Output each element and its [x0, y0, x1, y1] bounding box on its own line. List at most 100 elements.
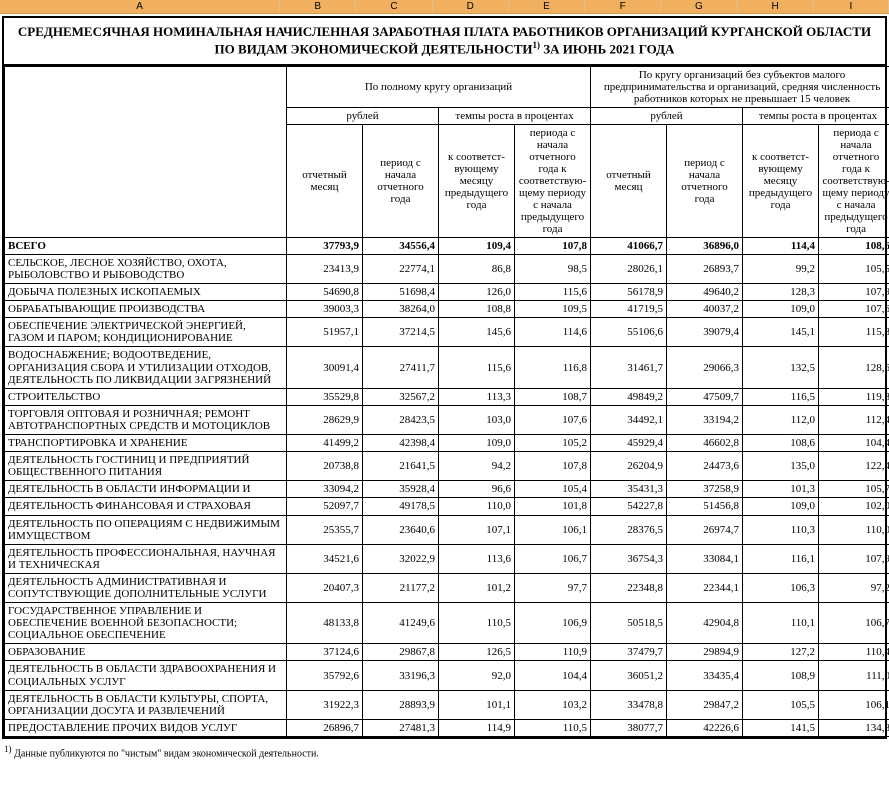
row-category: ДОБЫЧА ПОЛЕЗНЫХ ИСКОПАЕМЫХ — [5, 284, 287, 301]
cell-value: 34492,1 — [591, 405, 667, 434]
cell-value: 105,4 — [515, 481, 591, 498]
cell-value: 113,3 — [439, 388, 515, 405]
col-c4-a: периода с начала отчетного года к соотве… — [515, 124, 591, 237]
col-c3-b: к соответст­вующему месяцу предыдущего г… — [743, 124, 819, 237]
cell-value: 110,5 — [439, 603, 515, 644]
cell-value: 98,5 — [515, 254, 591, 283]
cell-value: 36051,2 — [591, 661, 667, 690]
cell-value: 23413,9 — [287, 254, 363, 283]
cell-value: 54690,8 — [287, 284, 363, 301]
cell-value: 107,6 — [515, 405, 591, 434]
cell-value: 51456,8 — [667, 498, 743, 515]
row-category: ГОСУДАРСТВЕННОЕ УПРАВЛЕНИЕ И ОБЕСПЕЧЕНИЕ… — [5, 603, 287, 644]
cell-value: 27481,3 — [363, 719, 439, 736]
cell-value: 116,1 — [743, 544, 819, 573]
cell-value: 104,4 — [819, 435, 889, 452]
cell-value: 39003,3 — [287, 301, 363, 318]
cell-value: 110,0 — [819, 515, 889, 544]
cell-value: 27411,7 — [363, 347, 439, 388]
cell-value: 49640,2 — [667, 284, 743, 301]
cell-value: 110,1 — [743, 603, 819, 644]
cell-value: 106,9 — [515, 603, 591, 644]
header-group-2: По кругу организаций без субъектов малог… — [591, 66, 889, 107]
cell-value: 34521,6 — [287, 544, 363, 573]
row-category: ВСЕГО — [5, 237, 287, 254]
cell-value: 101,1 — [439, 690, 515, 719]
row-category: СТРОИТЕЛЬСТВО — [5, 388, 287, 405]
cell-value: 41719,5 — [591, 301, 667, 318]
cell-value: 107,8 — [515, 237, 591, 254]
row-category: ДЕЯТЕЛЬНОСТЬ ФИНАНСОВАЯ И СТРАХОВАЯ — [5, 498, 287, 515]
cell-value: 33094,2 — [287, 481, 363, 498]
cell-value: 97,7 — [515, 573, 591, 602]
cell-value: 29867,8 — [363, 644, 439, 661]
cell-value: 145,6 — [439, 318, 515, 347]
cell-value: 119,8 — [819, 388, 889, 405]
sub-temp-1: темпы роста в процентах — [439, 107, 591, 124]
cell-value: 97,2 — [819, 573, 889, 602]
cell-value: 134,8 — [819, 719, 889, 736]
cell-value: 105,2 — [515, 435, 591, 452]
cell-value: 108,6 — [743, 435, 819, 452]
cell-value: 110,4 — [819, 644, 889, 661]
cell-value: 36896,0 — [667, 237, 743, 254]
cell-value: 38264,0 — [363, 301, 439, 318]
sub-rub-2: рублей — [591, 107, 743, 124]
footnote-text: Данные публикуются по "чистым" видам эко… — [14, 748, 319, 759]
cell-value: 109,5 — [515, 301, 591, 318]
cell-value: 108,8 — [439, 301, 515, 318]
row-category: ТРАНСПОРТИРОВКА И ХРАНЕНИЕ — [5, 435, 287, 452]
cell-value: 25355,7 — [287, 515, 363, 544]
cell-value: 104,4 — [515, 661, 591, 690]
cell-value: 49178,5 — [363, 498, 439, 515]
cell-value: 42904,8 — [667, 603, 743, 644]
col-letter: C — [356, 0, 432, 13]
cell-value: 92,0 — [439, 661, 515, 690]
cell-value: 106,1 — [819, 690, 889, 719]
table-row: ОБЕСПЕЧЕНИЕ ЭЛЕКТРИЧЕСКОЙ ЭНЕРГИЕЙ, ГАЗО… — [5, 318, 889, 347]
col-c1-a: отчетный месяц — [287, 124, 363, 237]
cell-value: 107,8 — [515, 452, 591, 481]
footnote: 1) Данные публикуются по "чистым" видам … — [0, 741, 889, 762]
cell-value: 50518,5 — [591, 603, 667, 644]
cell-value: 135,0 — [743, 452, 819, 481]
cell-value: 41499,2 — [287, 435, 363, 452]
cell-value: 34556,4 — [363, 237, 439, 254]
cell-value: 21641,5 — [363, 452, 439, 481]
cell-value: 49849,2 — [591, 388, 667, 405]
cell-value: 33196,3 — [363, 661, 439, 690]
table-row: ГОСУДАРСТВЕННОЕ УПРАВЛЕНИЕ И ОБЕСПЕЧЕНИЕ… — [5, 603, 889, 644]
col-c4-b: периода с начала отчетного года к соотве… — [819, 124, 889, 237]
row-category: ДЕЯТЕЛЬНОСТЬ В ОБЛАСТИ КУЛЬТУРЫ, СПОРТА,… — [5, 690, 287, 719]
col-letter: G — [661, 0, 737, 13]
cell-value: 32022,9 — [363, 544, 439, 573]
row-category: ДЕЯТЕЛЬНОСТЬ АДМИНИСТРАТИВНАЯ И СОПУТСТВ… — [5, 573, 287, 602]
cell-value: 106,7 — [819, 603, 889, 644]
cell-value: 29847,2 — [667, 690, 743, 719]
cell-value: 112,4 — [819, 405, 889, 434]
title-line2-suffix: ЗА ИЮНЬ 2021 ГОДА — [540, 42, 674, 57]
cell-value: 107,9 — [819, 544, 889, 573]
title-line2-prefix: ПО ВИДАМ ЭКОНОМИЧЕСКОЙ ДЕЯТЕЛЬНОСТИ — [215, 42, 533, 57]
table-row: ДЕЯТЕЛЬНОСТЬ ПРОФЕССИОНАЛЬНАЯ, НАУЧНАЯ И… — [5, 544, 889, 573]
cell-value: 36754,3 — [591, 544, 667, 573]
table-title: СРЕДНЕМЕСЯЧНАЯ НОМИНАЛЬНАЯ НАЧИСЛЕННАЯ З… — [4, 18, 885, 66]
col-letter: H — [738, 0, 814, 13]
cell-value: 42398,4 — [363, 435, 439, 452]
cell-value: 37793,9 — [287, 237, 363, 254]
cell-value: 52097,7 — [287, 498, 363, 515]
cell-value: 48133,8 — [287, 603, 363, 644]
table-row: СТРОИТЕЛЬСТВО35529,832567,2113,3108,7498… — [5, 388, 889, 405]
cell-value: 35431,3 — [591, 481, 667, 498]
table-row: ОБРАЗОВАНИЕ37124,629867,8126,5110,937479… — [5, 644, 889, 661]
table-head: По полному кругу организаций По кругу ор… — [5, 66, 889, 237]
cell-value: 54227,8 — [591, 498, 667, 515]
cell-value: 114,4 — [743, 237, 819, 254]
cell-value: 103,0 — [439, 405, 515, 434]
cell-value: 108,7 — [515, 388, 591, 405]
row-category: ДЕЯТЕЛЬНОСТЬ В ОБЛАСТИ ИНФОРМАЦИИ И — [5, 481, 287, 498]
cell-value: 126,0 — [439, 284, 515, 301]
cell-value: 56178,9 — [591, 284, 667, 301]
cell-value: 22344,1 — [667, 573, 743, 602]
cell-value: 28423,5 — [363, 405, 439, 434]
